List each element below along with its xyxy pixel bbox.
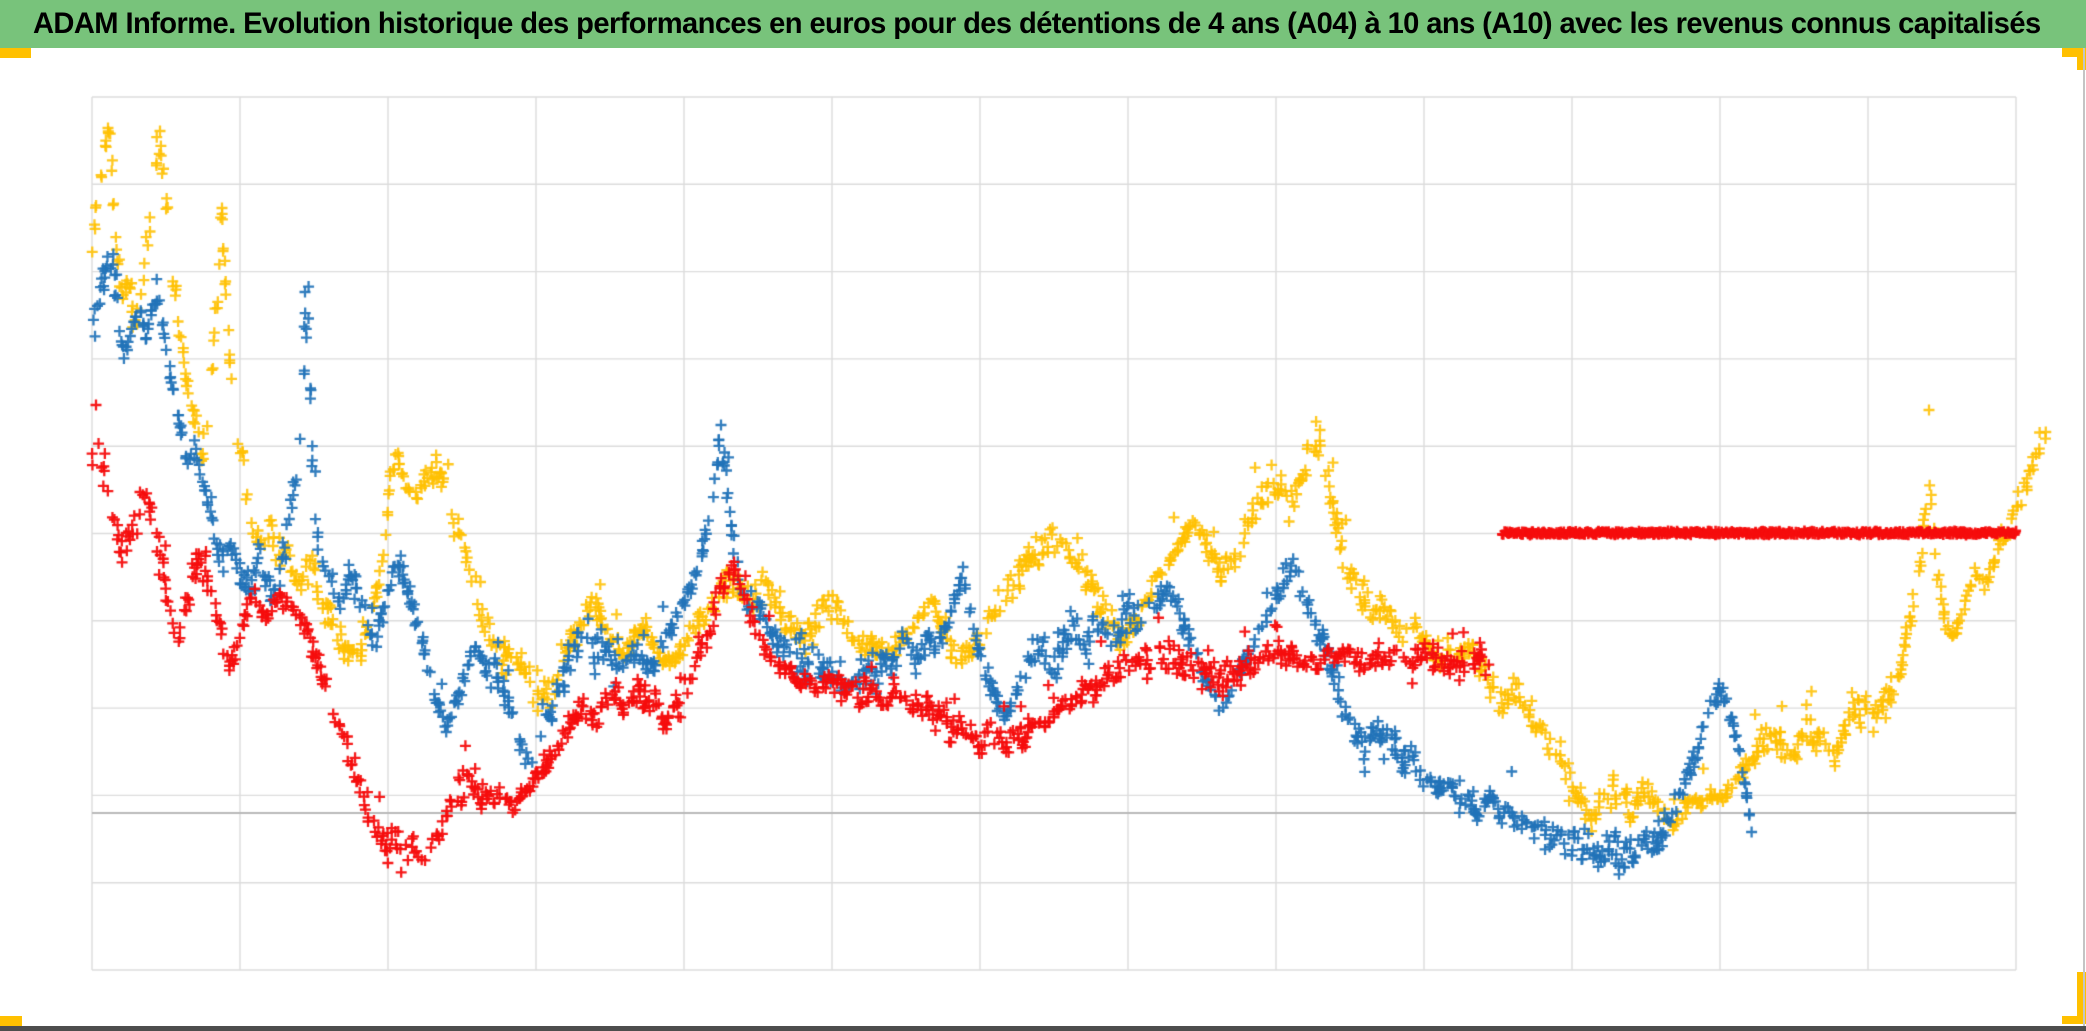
corner-accent-bottom-left	[0, 1016, 22, 1026]
corner-accent-top-left	[0, 48, 31, 58]
corner-accent-bottom-right-vertical	[2077, 972, 2086, 1024]
corner-accent-top-right-vertical	[2077, 48, 2086, 70]
corner-accent-bottom-right	[2062, 1016, 2086, 1024]
corner-accent-top-right	[2062, 48, 2086, 57]
right-edge-line	[2083, 48, 2085, 1026]
bottom-strip	[0, 1026, 2086, 1031]
